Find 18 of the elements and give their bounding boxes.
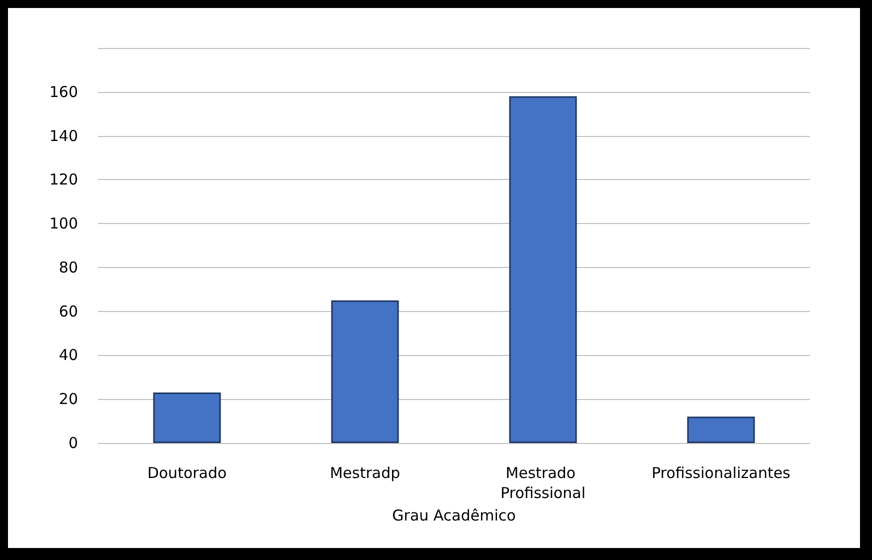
bar <box>153 392 221 443</box>
bar <box>331 300 399 443</box>
bar <box>509 96 577 443</box>
y-tick-label: 140 <box>49 126 78 145</box>
y-tick-label: 60 <box>58 302 78 320</box>
y-tick-label: 40 <box>58 346 78 364</box>
y-tick-label: 160 <box>49 82 78 101</box>
x-tick-label: Mestradp <box>330 464 400 482</box>
x-tick-label: Profissionalizantes <box>652 464 791 482</box>
y-tick-label: 120 <box>49 170 78 189</box>
y-tick-label: 80 <box>58 258 78 276</box>
bar <box>687 416 755 443</box>
y-tick-label: 100 <box>49 214 78 233</box>
x-tick-label: Mestrado Profissional <box>500 464 586 502</box>
y-tick-label: 0 <box>68 434 78 452</box>
x-tick-label: Doutorado <box>147 464 227 482</box>
x-axis-title: Grau Acadêmico <box>392 506 516 524</box>
y-tick-label: 20 <box>58 390 78 408</box>
